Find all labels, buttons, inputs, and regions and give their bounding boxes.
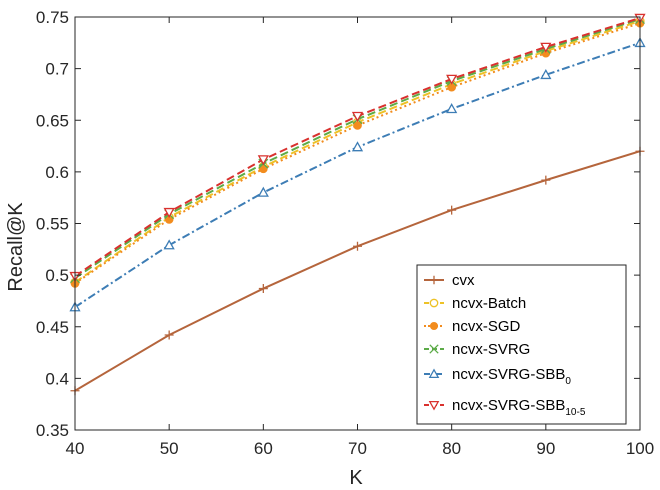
data-point [429, 321, 439, 331]
y-tick-label: 0.6 [45, 163, 69, 182]
x-tick-label: 90 [536, 439, 555, 458]
data-point [429, 275, 439, 285]
data-point [258, 284, 268, 294]
data-point [429, 344, 439, 354]
data-point [446, 103, 458, 114]
legend: cvx ncvx-Batch ncvx-SGD ncvx-SVRG ncvx-SVRG-… [416, 264, 627, 425]
y-tick-label: 0.4 [45, 369, 69, 388]
legend-label: cvx [452, 272, 475, 289]
data-point [353, 241, 362, 251]
legend-entry-0: cvx [424, 272, 475, 289]
legend-entry-3: ncvx-SVRG [424, 341, 530, 358]
data-point [540, 42, 552, 53]
data-point [164, 330, 174, 340]
y-tick-label: 0.55 [36, 215, 69, 234]
y-tick-label: 0.35 [36, 421, 69, 440]
x-tick-label: 50 [160, 439, 179, 458]
x-tick-label: 80 [442, 439, 461, 458]
data-point [353, 121, 362, 130]
data-point [428, 368, 440, 379]
legend-label: ncvx-Batch [452, 295, 526, 312]
data-point [540, 68, 552, 80]
data-point [446, 74, 458, 85]
data-point [163, 239, 175, 250]
y-tick-label: 0.75 [36, 8, 69, 27]
legend-label: ncvx-SVRG [452, 341, 530, 358]
legend-entry-2: ncvx-SGD [424, 318, 521, 335]
series-4 [69, 36, 646, 312]
data-point [163, 207, 175, 218]
legend-entry-4: ncvx-SVRG-SBB0 [424, 366, 571, 387]
legend-entry-5: ncvx-SVRG-SBB10-5 [424, 397, 586, 418]
legend-label: ncvx-SVRG-SBB0 [452, 366, 571, 387]
y-axis-label: Recall@K [5, 202, 27, 292]
data-point [428, 400, 440, 411]
data-point [257, 155, 269, 166]
data-point [429, 298, 439, 308]
x-tick-label: 70 [348, 439, 367, 458]
legend-entry-1: ncvx-Batch [424, 295, 526, 312]
y-tick-label: 0.65 [36, 111, 69, 130]
legend-box [416, 264, 627, 425]
x-axis-label: K [349, 467, 363, 489]
data-point [351, 111, 364, 122]
y-tick-label: 0.7 [45, 60, 69, 79]
axes: 40 50 60 70 80 90 100 0.35 0.4 0.45 0.5 0.55 0.6 0.65… [36, 8, 654, 458]
x-tick-label: 40 [66, 439, 85, 458]
data-point [541, 175, 551, 185]
x-tick-label: 60 [254, 439, 273, 458]
x-tick-label: 100 [626, 439, 654, 458]
data-point [351, 141, 364, 152]
data-point [447, 205, 457, 215]
data-point [257, 186, 269, 197]
y-tick-label: 0.5 [45, 266, 69, 285]
y-tick-label: 0.45 [36, 318, 69, 337]
legend-label: ncvx-SGD [452, 318, 521, 335]
legend-label: ncvx-SVRG-SBB10-5 [452, 397, 586, 418]
